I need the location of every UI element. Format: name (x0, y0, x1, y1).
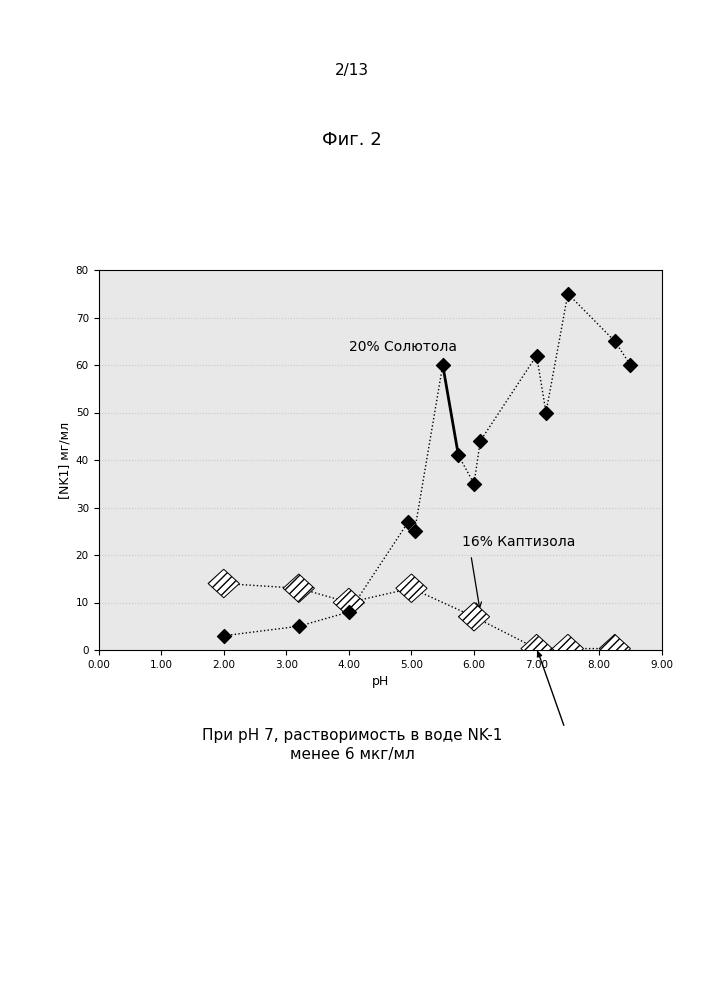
Text: 16% Каптизола: 16% Каптизола (462, 534, 575, 548)
Point (468, 476, 479, 492)
Point (409, 523, 420, 539)
Point (293, 618, 304, 634)
Point (609, 333, 620, 349)
Point (344, 604, 355, 620)
Polygon shape (458, 602, 490, 631)
Text: Фиг. 2: Фиг. 2 (322, 131, 382, 149)
Polygon shape (521, 634, 552, 663)
Text: При pH 7, растворимость в воде NK-1
менее 6 мкг/мл: При pH 7, растворимость в воде NK-1 мене… (202, 728, 502, 762)
Point (562, 286, 574, 302)
Polygon shape (333, 588, 365, 617)
Point (437, 357, 448, 373)
Point (541, 404, 552, 420)
X-axis label: pH: pH (372, 675, 389, 688)
Text: 20% Солютола: 20% Солютола (349, 340, 457, 354)
Text: 2/13: 2/13 (335, 62, 369, 78)
Point (218, 628, 230, 644)
Point (403, 514, 414, 530)
Point (453, 447, 464, 463)
Polygon shape (283, 574, 315, 602)
Point (531, 348, 542, 364)
Polygon shape (599, 634, 631, 663)
Point (474, 433, 486, 449)
Point (625, 357, 636, 373)
Polygon shape (208, 569, 239, 598)
Polygon shape (552, 634, 584, 663)
Y-axis label: [NK1] мг/мл: [NK1] мг/мл (58, 421, 72, 499)
Polygon shape (396, 574, 427, 602)
